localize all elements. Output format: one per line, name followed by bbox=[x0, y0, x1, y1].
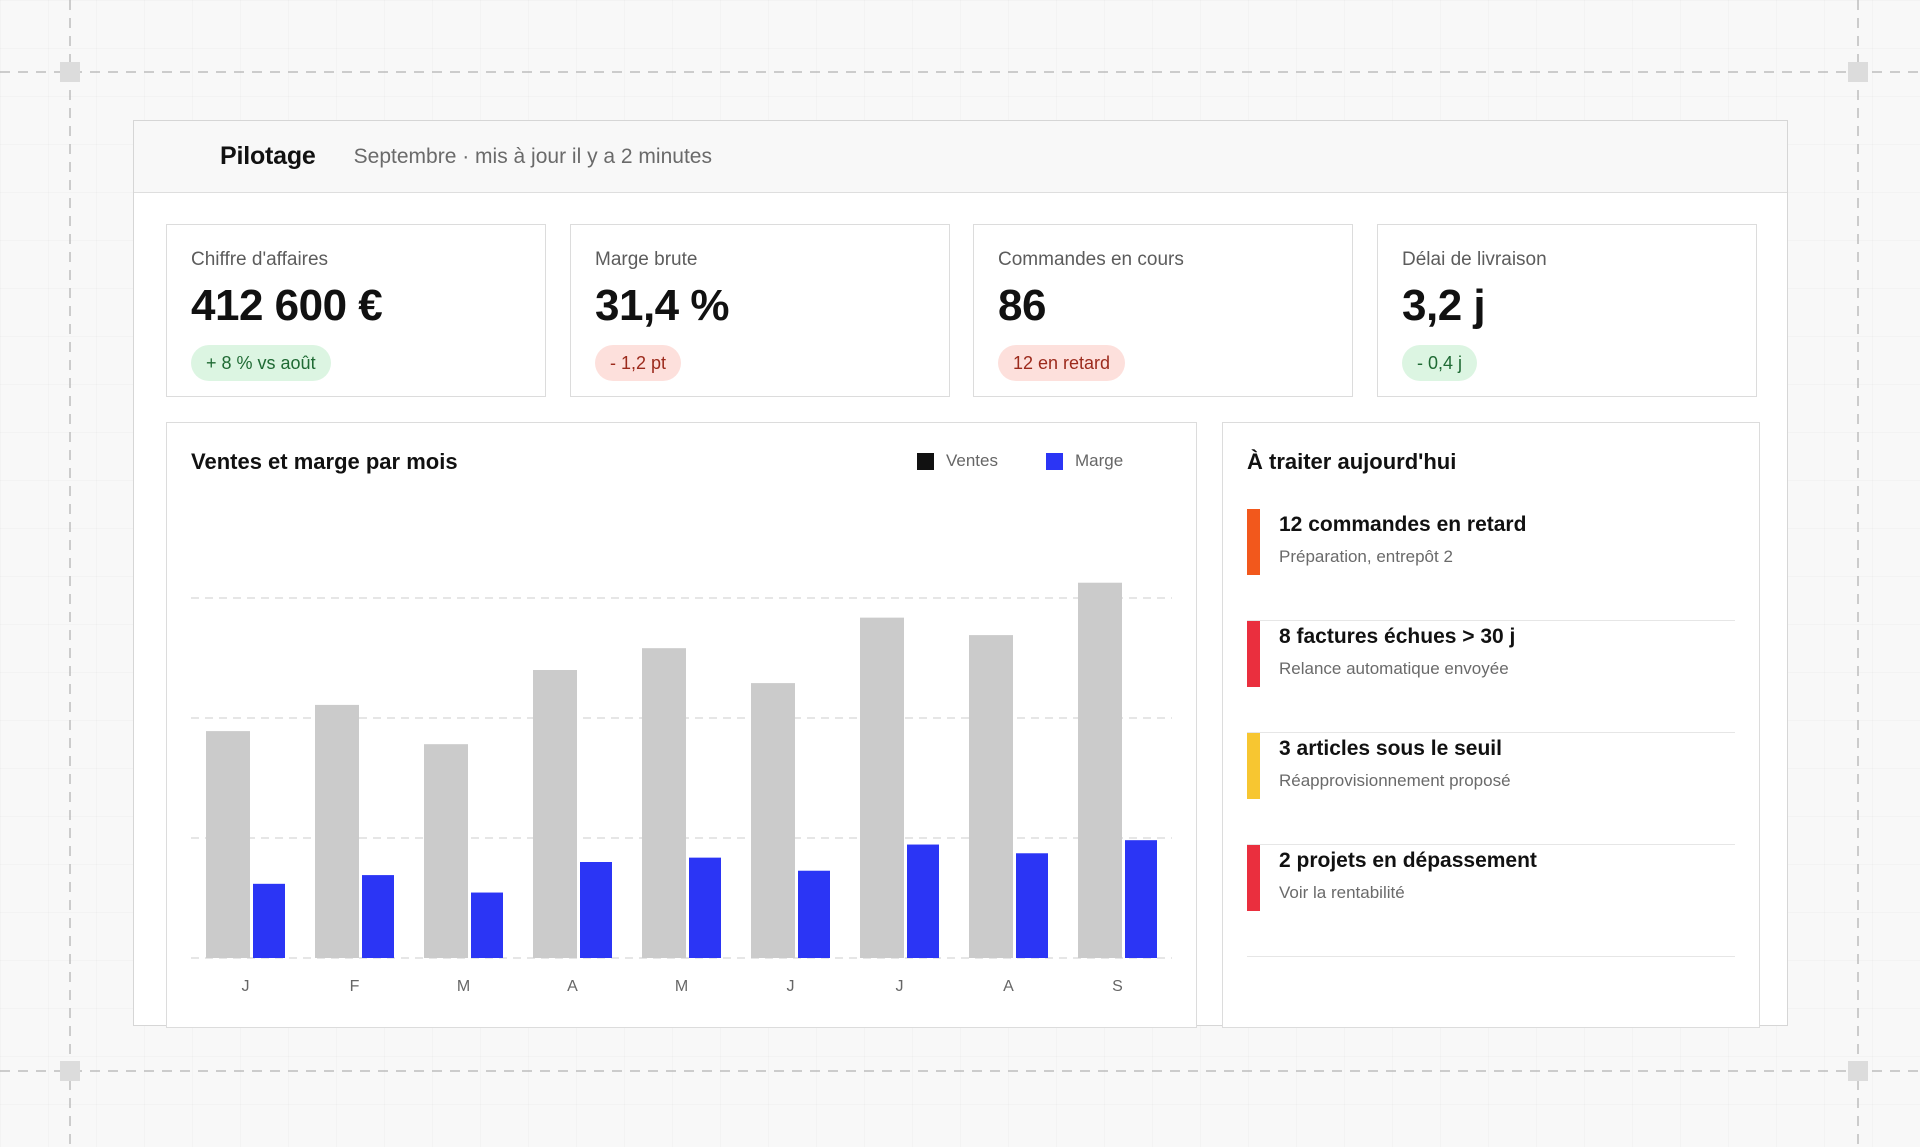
kpi-trend-badge: - 1,2 pt bbox=[595, 345, 682, 381]
kpi-label: Chiffre d'affaires bbox=[191, 249, 329, 270]
x-tick-label: F bbox=[350, 978, 360, 995]
kpi-label: Délai de livraison bbox=[1402, 249, 1547, 270]
kpi-value: 3,2 j bbox=[1402, 281, 1486, 330]
priority-indicator bbox=[1247, 509, 1260, 575]
x-tick-label: M bbox=[675, 978, 688, 995]
x-tick-label: S bbox=[1112, 978, 1123, 995]
todo-today-panel: À traiter aujourd'hui 12 commandes en re… bbox=[1222, 422, 1760, 1028]
bar-marge[interactable] bbox=[1125, 840, 1157, 958]
priority-indicator bbox=[1247, 845, 1260, 911]
legend-item-marge[interactable]: Marge bbox=[1046, 451, 1123, 471]
bar-marge[interactable] bbox=[798, 870, 830, 958]
todo-item-subtitle: Réapprovisionnement proposé bbox=[1279, 771, 1511, 790]
todo-item-title: 12 commandes en retard bbox=[1279, 513, 1527, 536]
dashboard-header: Pilotage Septembre · mis à jour il y a 2… bbox=[134, 121, 1787, 193]
x-tick-label: J bbox=[242, 978, 250, 995]
kpi-trend-badge: 12 en retard bbox=[998, 345, 1126, 381]
todo-item-title: 2 projets en dépassement bbox=[1279, 849, 1537, 872]
priority-indicator bbox=[1247, 733, 1260, 799]
kpi-trend-badge: - 0,4 j bbox=[1402, 345, 1478, 381]
bar-marge[interactable] bbox=[253, 883, 285, 958]
todo-item-title: 3 articles sous le seuil bbox=[1279, 737, 1502, 760]
bar-marge[interactable] bbox=[689, 857, 721, 958]
todo-title: À traiter aujourd'hui bbox=[1247, 449, 1457, 474]
todo-item-subtitle: Préparation, entrepôt 2 bbox=[1279, 547, 1453, 566]
legend-label-ventes: Ventes bbox=[946, 451, 998, 470]
bar-ventes[interactable] bbox=[533, 670, 577, 958]
bar-ventes[interactable] bbox=[642, 648, 686, 958]
bar-ventes[interactable] bbox=[860, 617, 904, 958]
sales-margin-chart-panel: Ventes et marge par mois Ventes Marge J F… bbox=[166, 422, 1197, 1028]
bar-ventes[interactable] bbox=[315, 704, 359, 958]
kpi-label: Commandes en cours bbox=[998, 249, 1184, 270]
todo-item-late-orders[interactable]: 12 commandes en retard Préparation, entr… bbox=[1247, 509, 1735, 621]
kpi-label: Marge brute bbox=[595, 249, 698, 270]
dashboard-window: Pilotage Septembre · mis à jour il y a 2… bbox=[133, 120, 1788, 1028]
bar-ventes[interactable] bbox=[751, 683, 795, 958]
x-tick-label: J bbox=[896, 978, 904, 995]
todo-item-low-stock[interactable]: 3 articles sous le seuil Réapprovisionne… bbox=[1247, 733, 1735, 845]
bar-ventes[interactable] bbox=[206, 731, 250, 958]
kpi-card-revenue[interactable]: Chiffre d'affaires 412 600 € + 8 % vs ao… bbox=[166, 224, 546, 397]
page-subtitle: Septembre · mis à jour il y a 2 minutes bbox=[353, 144, 712, 168]
bar-marge[interactable] bbox=[471, 892, 503, 958]
bar-marge[interactable] bbox=[1016, 853, 1048, 958]
kpi-card-delivery-time[interactable]: Délai de livraison 3,2 j - 0,4 j bbox=[1377, 224, 1757, 397]
kpi-value: 412 600 € bbox=[191, 281, 383, 330]
bar-marge[interactable] bbox=[580, 862, 612, 958]
x-tick-label: J bbox=[787, 978, 795, 995]
kpi-value: 86 bbox=[998, 281, 1046, 330]
legend-swatch-ventes bbox=[917, 452, 934, 470]
bar-ventes[interactable] bbox=[1078, 582, 1122, 958]
todo-item-subtitle: Voir la rentabilité bbox=[1279, 883, 1405, 902]
priority-indicator bbox=[1247, 621, 1260, 687]
bar-marge[interactable] bbox=[362, 875, 394, 958]
bar-ventes[interactable] bbox=[424, 744, 468, 958]
todo-item-over-budget-projects[interactable]: 2 projets en dépassement Voir la rentabi… bbox=[1247, 845, 1735, 957]
bar-marge[interactable] bbox=[907, 844, 939, 958]
todo-item-subtitle: Relance automatique envoyée bbox=[1279, 659, 1509, 678]
legend-swatch-marge bbox=[1046, 452, 1063, 470]
page-title: Pilotage bbox=[220, 142, 316, 170]
kpi-card-gross-margin[interactable]: Marge brute 31,4 % - 1,2 pt bbox=[570, 224, 950, 397]
kpi-trend-badge: + 8 % vs août bbox=[191, 345, 331, 381]
kpi-card-open-orders[interactable]: Commandes en cours 86 12 en retard bbox=[973, 224, 1353, 397]
legend-item-ventes[interactable]: Ventes bbox=[917, 451, 998, 471]
x-tick-label: A bbox=[1003, 978, 1014, 995]
bar-ventes[interactable] bbox=[969, 635, 1013, 958]
x-tick-label: M bbox=[457, 978, 470, 995]
todo-item-title: 8 factures échues > 30 j bbox=[1279, 625, 1516, 648]
todo-item-overdue-invoices[interactable]: 8 factures échues > 30 j Relance automat… bbox=[1247, 621, 1735, 733]
legend-label-marge: Marge bbox=[1075, 451, 1124, 470]
x-tick-label: A bbox=[567, 978, 578, 995]
chart-title: Ventes et marge par mois bbox=[191, 449, 458, 474]
kpi-value: 31,4 % bbox=[595, 281, 729, 330]
